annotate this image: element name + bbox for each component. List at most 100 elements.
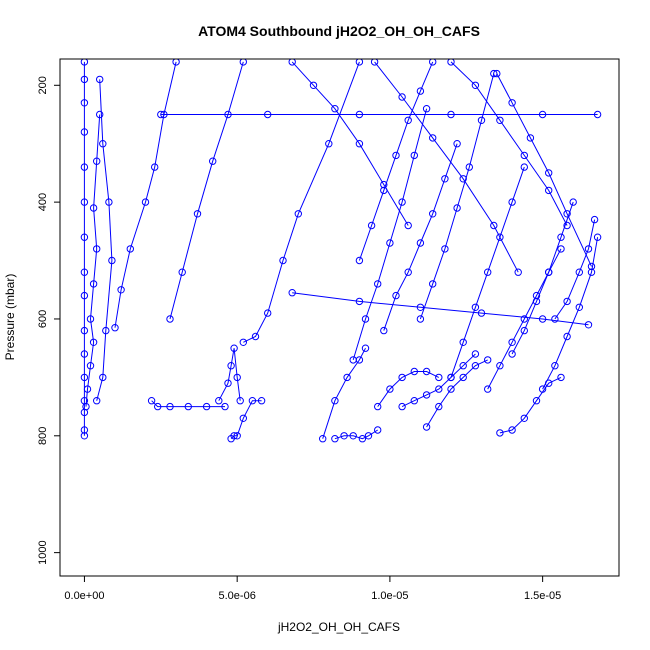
- series-line: [383, 143, 458, 331]
- series-18: [422, 356, 492, 431]
- data-point: [520, 163, 528, 171]
- data-point: [358, 435, 367, 443]
- data-point: [233, 373, 241, 382]
- data-point: [355, 297, 364, 306]
- data-point: [587, 262, 596, 271]
- data-point: [538, 385, 547, 393]
- data-point: [193, 210, 202, 218]
- data-point: [141, 198, 150, 206]
- data-point: [459, 338, 467, 346]
- series-10: [319, 344, 370, 443]
- series-3: [93, 75, 116, 405]
- data-point: [294, 210, 302, 218]
- data-point: [526, 134, 535, 142]
- data-point: [83, 385, 92, 393]
- data-point: [248, 397, 257, 405]
- data-point: [331, 435, 339, 443]
- series-30: [288, 289, 593, 329]
- data-point: [178, 268, 186, 276]
- data-point: [422, 423, 431, 431]
- series-11: [331, 426, 382, 443]
- data-point: [80, 326, 89, 335]
- data-point: [404, 116, 412, 125]
- data-point: [80, 99, 89, 107]
- series-line: [554, 219, 596, 320]
- series-9: [239, 59, 364, 346]
- series-7: [215, 344, 244, 405]
- data-point: [309, 81, 318, 90]
- x-tick-label: 5.0e-06: [219, 590, 256, 602]
- data-point: [569, 198, 577, 206]
- data-point: [93, 397, 101, 405]
- data-point: [404, 268, 412, 276]
- data-point: [99, 373, 107, 382]
- data-point: [374, 426, 382, 434]
- data-point: [89, 280, 98, 288]
- data-point: [410, 151, 418, 160]
- data-point: [386, 239, 394, 247]
- data-point: [447, 110, 455, 119]
- series-22: [508, 198, 577, 358]
- data-point: [453, 204, 461, 212]
- data-point: [264, 110, 272, 119]
- series-27: [370, 59, 522, 276]
- data-point: [361, 344, 370, 352]
- data-point: [331, 397, 339, 405]
- data-point: [374, 280, 382, 288]
- data-point: [532, 397, 541, 405]
- data-point: [459, 362, 467, 370]
- data-point: [429, 59, 437, 66]
- series-line: [374, 61, 519, 273]
- data-point: [288, 289, 296, 297]
- data-point: [89, 338, 98, 346]
- data-point: [471, 303, 480, 311]
- series-1: [80, 59, 89, 440]
- data-point: [429, 280, 437, 288]
- data-point: [166, 315, 174, 323]
- data-point: [236, 397, 244, 405]
- series-6: [166, 59, 247, 323]
- series-28: [288, 59, 412, 230]
- data-point: [82, 402, 90, 411]
- data-point: [416, 239, 425, 247]
- x-axis: 0.0e+00 5.0e-06 1.0e-05 1.5e-05: [64, 576, 561, 602]
- data-point: [380, 180, 388, 189]
- data-point: [551, 315, 559, 323]
- series-line: [542, 237, 599, 390]
- data-point: [593, 110, 602, 119]
- data-point: [471, 81, 480, 90]
- data-point: [239, 414, 248, 422]
- data-point: [484, 356, 492, 364]
- data-point: [367, 221, 376, 230]
- data-point: [520, 326, 528, 335]
- data-point: [227, 362, 235, 370]
- data-point: [416, 87, 425, 95]
- data-point: [532, 291, 541, 300]
- series-line: [450, 61, 568, 226]
- y-tick-label: 400: [37, 193, 49, 211]
- data-point: [471, 350, 480, 358]
- data-point: [184, 402, 193, 411]
- data-point: [459, 373, 467, 382]
- data-point: [111, 324, 119, 332]
- data-point: [374, 402, 382, 411]
- data-point: [166, 402, 174, 411]
- data-point: [435, 402, 443, 411]
- data-point: [340, 432, 348, 440]
- data-point: [551, 362, 559, 370]
- data-point: [404, 221, 412, 230]
- data-point: [584, 321, 593, 329]
- x-axis-label: jH2O2_OH_OH_CAFS: [277, 620, 400, 634]
- data-point: [147, 397, 156, 405]
- plot-area: [80, 59, 602, 443]
- series-line: [169, 61, 244, 320]
- data-point: [349, 356, 357, 364]
- series-line: [419, 73, 495, 320]
- data-point: [514, 268, 522, 276]
- data-point: [520, 414, 528, 422]
- data-point: [80, 291, 89, 300]
- data-point: [117, 286, 125, 294]
- data-point: [343, 373, 351, 382]
- data-point: [80, 373, 89, 382]
- data-point: [508, 99, 516, 107]
